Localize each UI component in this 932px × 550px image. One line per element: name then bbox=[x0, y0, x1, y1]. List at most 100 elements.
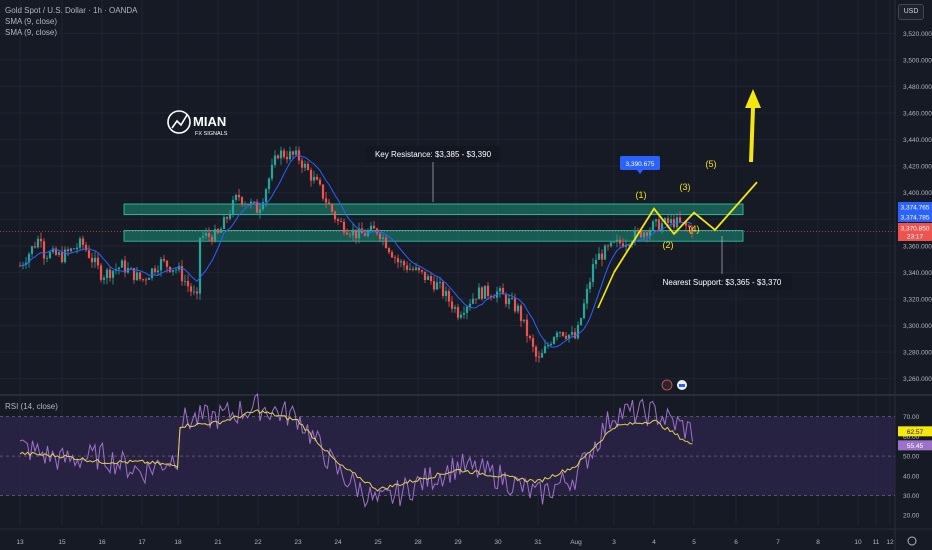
candle-body bbox=[669, 219, 673, 224]
candle-body bbox=[684, 222, 688, 226]
up-arrow-icon bbox=[745, 89, 761, 162]
logo-sub: FX SIGNALS bbox=[195, 131, 228, 137]
candle-body bbox=[33, 246, 37, 248]
x-tick-label: 28 bbox=[414, 539, 422, 546]
candle-body bbox=[651, 221, 655, 230]
candle-body bbox=[84, 244, 88, 251]
candle-body bbox=[243, 203, 247, 205]
support-label: Nearest Support: $3,365 - $3,370 bbox=[663, 278, 782, 287]
candle-body bbox=[690, 226, 694, 234]
axis-label-last: 3,370.850 bbox=[901, 226, 930, 233]
candle-body bbox=[204, 233, 208, 236]
candle-body bbox=[129, 267, 133, 269]
candle-body bbox=[423, 271, 427, 280]
support-zone[interactable] bbox=[123, 230, 744, 242]
candle-body bbox=[249, 201, 253, 205]
candle-body bbox=[36, 238, 40, 248]
candle-body bbox=[156, 270, 160, 273]
candle-body bbox=[147, 277, 151, 280]
wave-label: (1) bbox=[636, 190, 647, 200]
x-tick-label: 24 bbox=[334, 539, 342, 546]
candle-body bbox=[273, 155, 277, 165]
candle-body bbox=[477, 287, 481, 300]
y-tick-label: 3,520.000 bbox=[903, 31, 932, 38]
candle-body bbox=[111, 270, 115, 278]
candle-body bbox=[123, 260, 127, 273]
candle-body bbox=[270, 164, 274, 179]
x-tick-label: 5 bbox=[692, 539, 696, 546]
candle-body bbox=[78, 238, 82, 248]
candle-body bbox=[585, 288, 589, 304]
rsi-value-label: 62.57 bbox=[907, 429, 924, 436]
candle-body bbox=[534, 346, 538, 357]
candle-body bbox=[579, 318, 583, 326]
candle-body bbox=[87, 250, 91, 258]
candle-body bbox=[93, 257, 97, 263]
candle-body bbox=[588, 282, 592, 289]
candle-body bbox=[636, 230, 640, 231]
x-tick-label: 31 bbox=[534, 539, 542, 546]
candle-body bbox=[66, 249, 70, 252]
candle-body bbox=[231, 199, 235, 215]
candle-body bbox=[486, 285, 490, 296]
candle-body bbox=[63, 249, 67, 263]
y-tick-label: 3,280.000 bbox=[903, 350, 932, 357]
candle-body bbox=[531, 338, 535, 347]
candle-body bbox=[72, 248, 76, 250]
candle-body bbox=[300, 160, 304, 168]
currency-button[interactable]: USD bbox=[898, 4, 924, 20]
rsi-ma-line bbox=[19, 409, 693, 492]
candle-body bbox=[375, 228, 379, 234]
candle-body bbox=[81, 238, 85, 245]
candle-body bbox=[474, 298, 478, 300]
candle-body bbox=[24, 262, 28, 265]
y-tick-label: 3,400.000 bbox=[903, 190, 932, 197]
candle-body bbox=[264, 189, 268, 202]
candle-body bbox=[612, 241, 616, 243]
y-tick-label: 3,460.000 bbox=[903, 111, 932, 118]
candle-body bbox=[186, 280, 190, 287]
candle-body bbox=[42, 241, 46, 259]
candle-body bbox=[666, 218, 670, 224]
candle-body bbox=[483, 285, 487, 299]
x-tick-label: 23 bbox=[294, 539, 302, 546]
legend-symbol: Gold Spot / U.S. Dollar · 1h · OANDA bbox=[5, 6, 138, 15]
lightning-event-icon[interactable] bbox=[661, 379, 673, 391]
x-tick-label: 6 bbox=[734, 539, 738, 546]
candle-body bbox=[333, 211, 337, 220]
candle-body bbox=[471, 298, 475, 304]
candle-body bbox=[513, 298, 517, 312]
sma-line bbox=[19, 154, 693, 348]
candle-body bbox=[555, 332, 559, 338]
gear-icon[interactable] bbox=[907, 536, 917, 546]
x-tick-label: 21 bbox=[214, 539, 222, 546]
rsi-ma-box bbox=[898, 440, 932, 451]
candle-body bbox=[315, 176, 319, 180]
candle-body bbox=[291, 151, 295, 155]
candle-body bbox=[426, 276, 430, 280]
rsi-value-box bbox=[898, 426, 932, 437]
candle-body bbox=[678, 217, 682, 222]
x-tick-label: 10 bbox=[854, 539, 862, 546]
candle-body bbox=[657, 219, 661, 231]
candle-body bbox=[648, 229, 652, 237]
candle-body bbox=[354, 229, 358, 239]
candle-body bbox=[321, 184, 325, 199]
flag-event-stripe bbox=[679, 384, 685, 387]
candle-body bbox=[594, 259, 598, 265]
candle-body bbox=[336, 219, 340, 222]
candle-body bbox=[153, 268, 157, 273]
candle-body bbox=[396, 258, 400, 263]
logo-name: MIAN bbox=[193, 114, 226, 129]
candle-body bbox=[282, 150, 286, 158]
rsi-tick-label: 40.00 bbox=[903, 473, 920, 480]
resistance-zone[interactable] bbox=[123, 203, 744, 216]
candle-body bbox=[609, 242, 613, 247]
candle-body bbox=[138, 272, 142, 280]
candle-body bbox=[120, 260, 124, 268]
candle-body bbox=[57, 252, 61, 255]
candle-body bbox=[414, 267, 418, 270]
candle-body bbox=[381, 237, 385, 239]
candle-body bbox=[582, 303, 586, 319]
